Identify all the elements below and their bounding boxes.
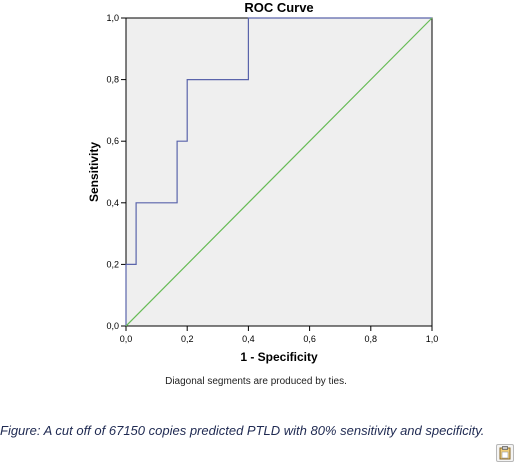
clipboard-icon [499,446,511,460]
chart-title: ROC Curve [244,0,313,15]
y-tick-label: 1,0 [106,13,119,23]
y-axis-label: Sensitivity [87,142,101,202]
roc-curve-line [125,17,432,326]
roc-chart: ROC Curve 0,0 0,2 0,4 0,6 0,8 1,0 0,00,20,40,… [87,0,439,387]
x-tick-label: 0,2 [181,334,194,344]
y-tick-label: 0,8 [106,75,119,85]
y-tick-label: 0,4 [106,198,119,208]
x-axis: 0,0 0,2 0,4 0,6 0,8 1,0 [120,326,439,344]
y-tick-label: 0,2 [106,259,119,269]
x-tick-label: 0,6 [303,334,316,344]
clipboard-button[interactable] [496,444,514,462]
figure-caption: Figure: A cut off of 67150 copies predic… [0,423,485,438]
y-tick-label: 0,0 [106,321,119,331]
x-tick-label: 0,0 [120,334,133,344]
chart-footnote: Diagonal segments are produced by ties. [165,376,347,387]
x-tick-label: 0,8 [365,334,378,344]
x-tick-label: 1,0 [426,334,439,344]
series-layer [125,17,433,327]
x-axis-label: 1 - Specificity [240,350,318,364]
reference-diagonal-line [125,17,433,327]
x-tick-label: 0,4 [242,334,255,344]
y-tick-label: 0,6 [106,136,119,146]
y-axis: 0,0 0,2 0,4 0,6 0,8 1,0 [106,13,126,331]
